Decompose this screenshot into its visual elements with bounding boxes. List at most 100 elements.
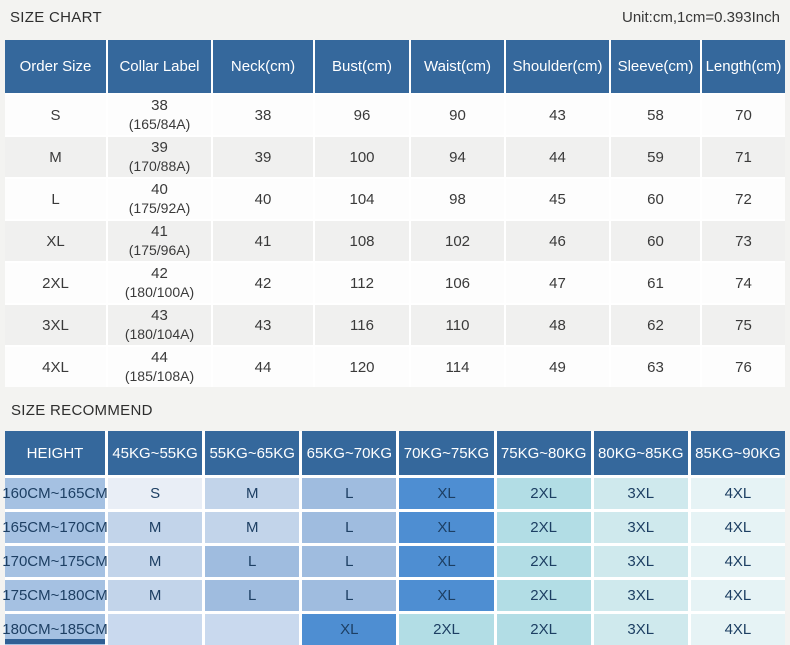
recommend-cell: 3XL bbox=[593, 580, 688, 611]
recommend-cell: 2XL bbox=[496, 512, 591, 543]
collar-number: 38 bbox=[151, 97, 168, 114]
collar-number: 44 bbox=[151, 349, 168, 366]
recommend-cell: 4XL bbox=[690, 512, 785, 543]
collar-label-cell: 41 (175/96A) bbox=[108, 221, 211, 261]
column-header-bust: Bust(cm) bbox=[315, 40, 409, 93]
recommend-cell: 3XL bbox=[593, 546, 688, 577]
recommend-cell: L bbox=[205, 546, 300, 577]
length-cell: 75 bbox=[702, 305, 785, 345]
column-header-shoulder: Shoulder(cm) bbox=[506, 40, 609, 93]
length-cell: 73 bbox=[702, 221, 785, 261]
collar-spec: (165/84A) bbox=[128, 116, 191, 132]
waist-cell: 90 bbox=[411, 95, 504, 135]
sleeve-cell: 60 bbox=[611, 179, 700, 219]
page-title: SIZE CHART bbox=[10, 9, 102, 26]
waist-cell: 94 bbox=[411, 137, 504, 177]
bust-cell: 120 bbox=[315, 347, 409, 387]
collar-number: 43 bbox=[151, 307, 168, 324]
collar-spec: (170/88A) bbox=[128, 158, 191, 174]
shoulder-cell: 45 bbox=[506, 179, 609, 219]
sleeve-cell: 61 bbox=[611, 263, 700, 303]
recommend-cell: 4XL bbox=[690, 580, 785, 611]
recommend-cell: L bbox=[302, 512, 397, 543]
size-recommend-table: HEIGHT 45KG~55KG 55KG~65KG 65KG~70KG 70K… bbox=[2, 431, 785, 645]
order-size-cell: 3XL bbox=[5, 305, 106, 345]
sleeve-cell: 63 bbox=[611, 347, 700, 387]
length-cell: 76 bbox=[702, 347, 785, 387]
recommend-cell: M bbox=[108, 512, 203, 543]
recommend-cell bbox=[205, 614, 300, 645]
recommend-cell: 2XL bbox=[496, 580, 591, 611]
recommend-cell: L bbox=[302, 478, 397, 509]
collar-label-cell: 38 (165/84A) bbox=[108, 95, 211, 135]
shoulder-cell: 43 bbox=[506, 95, 609, 135]
height-cell: 175CM~180CM bbox=[2, 580, 108, 611]
order-size-cell: 4XL bbox=[5, 347, 106, 387]
recommend-cell bbox=[108, 614, 203, 645]
neck-cell: 39 bbox=[213, 137, 313, 177]
bust-cell: 104 bbox=[315, 179, 409, 219]
size-chart-table: Order Size Collar Label Neck(cm) Bust(cm… bbox=[5, 40, 785, 387]
shoulder-cell: 47 bbox=[506, 263, 609, 303]
recommend-title: SIZE RECOMMEND bbox=[11, 402, 153, 419]
collar-label-cell: 40 (175/92A) bbox=[108, 179, 211, 219]
collar-spec: (180/100A) bbox=[124, 284, 195, 300]
collar-label-cell: 42 (180/100A) bbox=[108, 263, 211, 303]
collar-number: 41 bbox=[151, 223, 168, 240]
order-size-cell: M bbox=[5, 137, 106, 177]
column-header-length: Length(cm) bbox=[702, 40, 785, 93]
collar-spec: (175/96A) bbox=[128, 242, 191, 258]
recommend-cell: 3XL bbox=[593, 512, 688, 543]
sleeve-cell: 59 bbox=[611, 137, 700, 177]
column-header-65-70kg: 65KG~70KG bbox=[302, 431, 397, 475]
column-header-collar-label: Collar Label bbox=[108, 40, 211, 93]
bust-cell: 112 bbox=[315, 263, 409, 303]
waist-cell: 98 bbox=[411, 179, 504, 219]
column-header-85-90kg: 85KG~90KG bbox=[690, 431, 785, 475]
waist-cell: 102 bbox=[411, 221, 504, 261]
waist-cell: 114 bbox=[411, 347, 504, 387]
unit-note: Unit:cm,1cm=0.393Inch bbox=[622, 9, 780, 26]
length-cell: 72 bbox=[702, 179, 785, 219]
recommend-cell: 2XL bbox=[496, 614, 591, 645]
recommend-cell: 3XL bbox=[593, 478, 688, 509]
recommend-cell: M bbox=[205, 512, 300, 543]
collar-number: 39 bbox=[151, 139, 168, 156]
collar-label-cell: 44 (185/108A) bbox=[108, 347, 211, 387]
title-bar: SIZE CHART Unit:cm,1cm=0.393Inch bbox=[0, 0, 790, 31]
bust-cell: 108 bbox=[315, 221, 409, 261]
sleeve-cell: 58 bbox=[611, 95, 700, 135]
recommend-cell: XL bbox=[399, 580, 494, 611]
collar-label-cell: 43 (180/104A) bbox=[108, 305, 211, 345]
waist-cell: 110 bbox=[411, 305, 504, 345]
recommend-cell: 4XL bbox=[690, 546, 785, 577]
collar-label-cell: 39 (170/88A) bbox=[108, 137, 211, 177]
length-cell: 74 bbox=[702, 263, 785, 303]
length-cell: 71 bbox=[702, 137, 785, 177]
column-header-sleeve: Sleeve(cm) bbox=[611, 40, 700, 93]
recommend-cell: XL bbox=[399, 512, 494, 543]
column-header-70-75kg: 70KG~75KG bbox=[399, 431, 494, 475]
recommend-cell: L bbox=[302, 580, 397, 611]
bust-cell: 96 bbox=[315, 95, 409, 135]
recommend-cell: M bbox=[108, 580, 203, 611]
column-header-waist: Waist(cm) bbox=[411, 40, 504, 93]
collar-spec: (175/92A) bbox=[128, 200, 191, 216]
order-size-cell: L bbox=[5, 179, 106, 219]
collar-number: 40 bbox=[151, 181, 168, 198]
collar-number: 42 bbox=[151, 265, 168, 282]
recommend-cell: 4XL bbox=[690, 478, 785, 509]
recommend-cell: M bbox=[108, 546, 203, 577]
recommend-cell: L bbox=[205, 580, 300, 611]
column-header-height: HEIGHT bbox=[5, 431, 105, 475]
bust-cell: 116 bbox=[315, 305, 409, 345]
waist-cell: 106 bbox=[411, 263, 504, 303]
height-cell: 160CM~165CM bbox=[2, 478, 108, 509]
recommend-cell: L bbox=[302, 546, 397, 577]
recommend-cell: 4XL bbox=[690, 614, 785, 645]
order-size-cell: XL bbox=[5, 221, 106, 261]
recommend-cell: 3XL bbox=[593, 614, 688, 645]
bust-cell: 100 bbox=[315, 137, 409, 177]
neck-cell: 43 bbox=[213, 305, 313, 345]
recommend-cell: 2XL bbox=[399, 614, 494, 645]
